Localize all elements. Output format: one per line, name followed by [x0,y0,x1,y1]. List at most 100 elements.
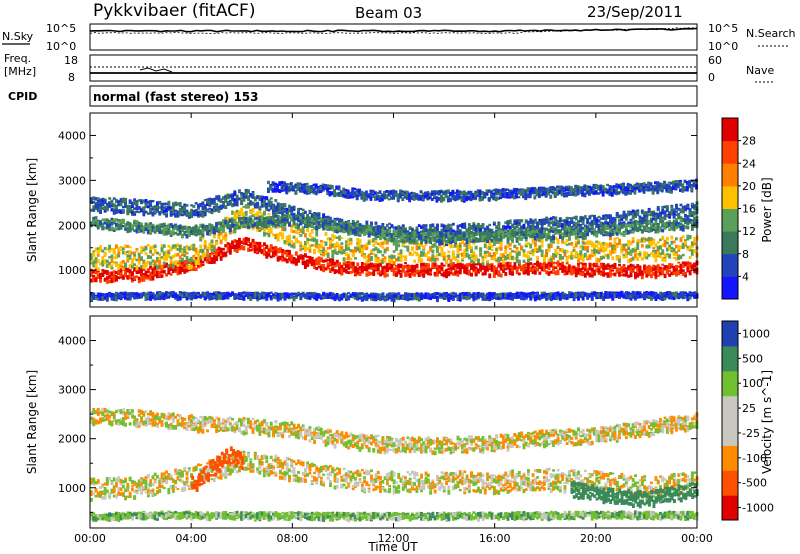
power-cell [167,251,171,255]
power-cell [581,241,585,245]
power-cell [274,233,278,238]
power-cell [436,248,439,254]
power-cell [408,273,412,278]
power-cell [424,243,428,246]
power-cell [504,271,508,276]
power-cell [285,242,289,245]
power-cell [140,246,143,249]
power-cell [126,204,130,210]
power-cell [602,262,606,267]
power-cell [235,248,239,252]
power-cell [101,200,105,203]
power-cell [176,260,180,263]
power-cell [347,264,351,267]
power-cell [561,264,565,269]
power-cell [385,247,389,252]
power-cell [454,271,458,275]
power-cell [463,248,467,254]
power-cell [110,200,114,205]
power-cell [149,203,153,207]
power-cell [354,232,357,237]
power-cell [281,249,285,253]
power-cell [588,240,592,246]
power-cell [99,204,102,210]
power-cell [137,256,141,261]
power-cell [108,244,112,250]
power-cell [395,238,398,243]
power-cell [367,240,371,244]
power-cell [142,246,146,251]
power-cell [317,217,321,220]
power-cell [522,249,526,253]
power-cell [208,207,212,210]
power-cell [115,208,118,213]
power-cell [595,224,599,228]
power-cell [126,244,130,248]
power-cell [547,218,551,222]
power-cell [463,269,467,273]
power-cell [497,226,501,231]
power-cell [513,220,517,226]
power-cell [315,267,319,271]
power-cell [681,272,685,276]
power-cell [527,264,530,268]
power-cell [515,248,519,252]
power-cell [281,206,285,211]
power-cell [624,215,628,218]
power-cell [415,227,419,231]
power-cell [322,214,326,219]
power-cell [461,239,464,244]
power-cell [156,272,159,275]
power-cell [131,251,134,255]
power-cell [146,200,150,204]
power-cell [504,249,508,254]
power-cell [547,265,551,271]
power-cell [565,262,569,265]
power-cell [310,244,314,247]
power-cell [149,271,153,274]
power-cell [456,230,460,235]
power-cell [146,255,150,259]
power-cell [99,272,102,275]
power-cell [383,271,387,274]
power-cell [568,224,571,227]
power-cell [274,199,278,203]
power-cell [415,265,419,269]
power-cell [190,264,194,268]
power-cell [611,245,615,250]
power-cell [693,211,697,215]
power-cell [347,261,351,264]
power-cell [190,257,194,260]
power-cell [90,255,93,260]
power-cell [486,266,489,270]
power-cell [322,252,326,257]
power-cell [135,202,139,205]
power-cell [436,257,439,261]
power-cell [146,268,150,271]
power-cell [506,265,510,269]
power-cell [606,221,610,226]
power-cell [652,212,656,217]
power-cell [133,207,137,210]
power-cell [194,212,198,217]
power-cell [319,251,323,255]
power-cell [247,202,250,206]
nsky-tick-low: 10^0 [46,40,76,53]
power-cell [276,255,280,258]
power-cell [156,207,159,212]
power-cell [222,247,225,251]
power-cell [335,241,339,246]
power-cell [577,223,580,226]
power-cell [426,228,430,233]
power-cell [212,256,216,262]
power-cell [376,268,380,272]
power-cell [668,253,672,259]
power-cell [131,258,134,262]
power-cell [508,225,512,229]
power-cell [481,224,485,229]
date-title: 23/Sep/2011 [587,3,683,21]
power-cell [458,230,462,234]
power-cell [465,228,469,234]
power-cell [335,251,339,255]
power-cell [458,242,462,247]
